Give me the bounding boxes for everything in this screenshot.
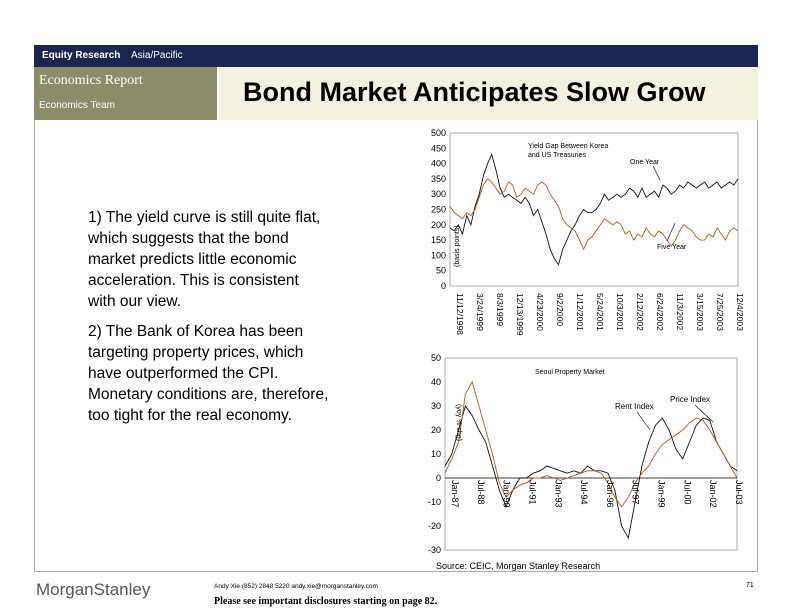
y-tick-label: 10 [431,449,441,459]
bullet-line: acceleration. This is consistent [88,272,299,289]
x-tick-label: 11/3/2002 [675,293,685,330]
division-label: Equity Research [42,50,121,61]
x-tick-label: 5/24/2001 [595,293,605,331]
x-tick-label: 8/3/1999 [495,293,505,326]
legend-five-year-pointer [666,222,676,242]
header-bar: Equity Research Asia/Pacific [34,45,758,67]
x-tick-label: 10/3/2001 [615,293,625,331]
legend-one-year: One Year [630,159,660,166]
y-tick-label: 500 [431,128,446,138]
bullet-line: Monetary conditions are, therefore, [88,386,329,403]
x-tick-label: Jan-02 [708,480,718,508]
page-number: 71 [746,582,754,589]
legend-price-index-pointer [694,404,714,423]
source-note: Source: CEIC, Morgan Stanley Research [436,561,601,571]
y-tick-label: 450 [431,143,446,153]
chart-title-line: and US Treasuries [528,152,586,159]
y-tick-label: 50 [436,266,446,276]
title-box: Bond Market Anticipates Slow Grow [219,67,758,120]
morgan-stanley-logo: MorganStanley [36,580,150,600]
y-tick-label: 400 [431,159,446,169]
chart-title-line: Yield Gap Between Korea [528,143,608,150]
x-tick-label: 12/13/1999 [515,293,525,336]
y-tick-label: 200 [431,220,446,230]
y-tick-label: 300 [431,189,446,199]
y-tick-label: 20 [431,425,441,435]
x-tick-label: Jan-99 [657,480,667,508]
y-tick-label: -20 [428,521,441,531]
y-tick-label: 100 [431,250,446,260]
legend-rent-index: Rent Index [615,402,654,411]
legend-rent-index-pointer [636,411,651,431]
x-tick-label: 2/12/2002 [635,293,645,331]
y-axis-label: (yoy % chg) [455,404,462,441]
bullet-bank-of-korea: 2) The Bank of Korea has been targeting … [79,321,379,426]
chart-title: Seoul Property Market [535,369,605,376]
x-tick-label: 3/24/1999 [475,293,485,331]
x-tick-label: 6/24/2002 [655,293,665,331]
bullet-yield-curve: 1) The yield curve is still quite flat, … [79,207,379,312]
x-tick-label: 7/25/2003 [715,293,725,331]
x-tick-label: Jan-96 [605,480,615,508]
page-title: Bond Market Anticipates Slow Grow [243,77,706,107]
y-tick-label: 0 [441,281,446,291]
report-info-block: Economics Report Economics Team [34,67,217,120]
x-tick-label: Jul-97 [631,480,641,505]
series-line [444,404,738,540]
x-tick-label: 11/12/1998 [455,293,465,335]
x-tick-label: Jan-90 [502,480,512,508]
x-tick-label: 12/4/2003 [735,293,745,331]
bullet-line: targeting property prices, which [88,344,304,361]
logo-text-morgan: Morgan [36,580,94,599]
bullet-line: have outperformed the CPI. [88,365,279,382]
seoul-property-chart: -30 -20 -10 0 10 20 30 40 50 Jan-87 Jul-88 Jan-90 J… [428,353,744,555]
y-tick-label: 40 [431,377,441,387]
x-tick-label: Jul-88 [476,480,486,505]
bullet-line: with our view. [88,293,182,310]
y-tick-label: -30 [428,545,441,555]
y-tick-label: 350 [431,174,446,184]
y-tick-label: 0 [436,473,441,483]
bullet-line: 2) The Bank of Korea has been [88,323,304,340]
y-tick-label: 250 [431,205,446,215]
content-frame [34,120,758,572]
y-tick-label: 50 [431,353,441,363]
region-label: Asia/Pacific [131,50,183,61]
legend-one-year-pointer [652,165,661,181]
x-tick-label: Jul-94 [579,480,589,505]
bullet-line: 1) The yield curve is still quite flat, [88,209,321,226]
x-tick-label: 4/23/2000 [535,293,545,331]
logo-text-stanley: Stanley [93,580,151,599]
y-tick-label: 30 [431,401,441,411]
bullet-line: too tight for the real economy. [88,407,292,424]
bullet-line: which suggests that the bond [88,230,289,247]
x-tick-label: Jul-00 [682,480,692,505]
analyst-contact: Andy Xie (852) 2848 5220 andy.xie@morgan… [214,583,378,590]
x-tick-label: Jul-03 [734,480,744,505]
report-type: Economics Report [39,73,143,88]
x-tick-label: 1/12/2001 [575,293,585,331]
y-tick-label: -10 [428,497,441,507]
legend-five-year: Five Year [657,244,687,251]
x-tick-label: Jul-91 [528,480,538,505]
series-line [444,380,738,508]
x-tick-label: 9/2/2000 [555,293,565,326]
x-tick-label: Jan-87 [450,480,460,508]
series-line [449,153,739,266]
x-tick-label: Jan-93 [553,480,563,508]
bullet-line: market predicts little economic [88,251,297,268]
y-axis-label: (basis points) [454,225,461,267]
team-name: Economics Team [39,100,115,111]
disclosure-note: Please see important disclosures startin… [214,596,438,607]
x-tick-label: 3/15/2003 [695,293,705,331]
yield-gap-chart: 0 50 100 150 200 250 300 350 400 450 500 11/12/199… [431,128,745,336]
legend-price-index: Price Index [670,395,710,404]
series-line [449,178,739,251]
y-tick-label: 150 [431,235,446,245]
